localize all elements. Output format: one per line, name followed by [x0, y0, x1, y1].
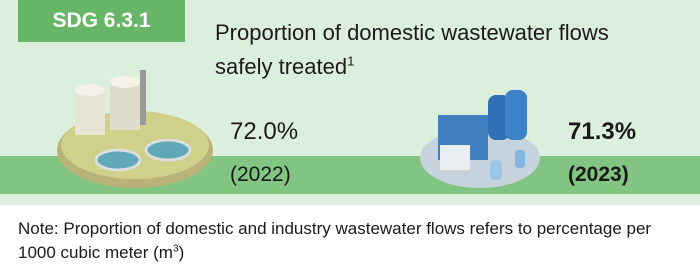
stat-value: 72.0% [230, 118, 298, 146]
stat-year: (2022) [230, 163, 291, 187]
footnote-mark: 1 [347, 54, 354, 69]
treatment-plant-icon [57, 70, 213, 188]
note-closing: ) [179, 243, 185, 262]
title-text: Proportion of domestic wastewater flows … [215, 20, 609, 79]
stat-year: (2023) [568, 163, 629, 187]
title: Proportion of domestic wastewater flows … [215, 16, 655, 84]
note-text: Note: Proportion of domestic and industr… [18, 219, 651, 262]
industrial-plant-icon [420, 90, 540, 188]
infographic: SDG 6.3.1 Proportion of domestic wastewa… [0, 0, 700, 273]
stat-value: 71.3% [568, 118, 636, 146]
note: Note: Proportion of domestic and industr… [18, 217, 688, 265]
badge: SDG 6.3.1 [18, 0, 185, 42]
